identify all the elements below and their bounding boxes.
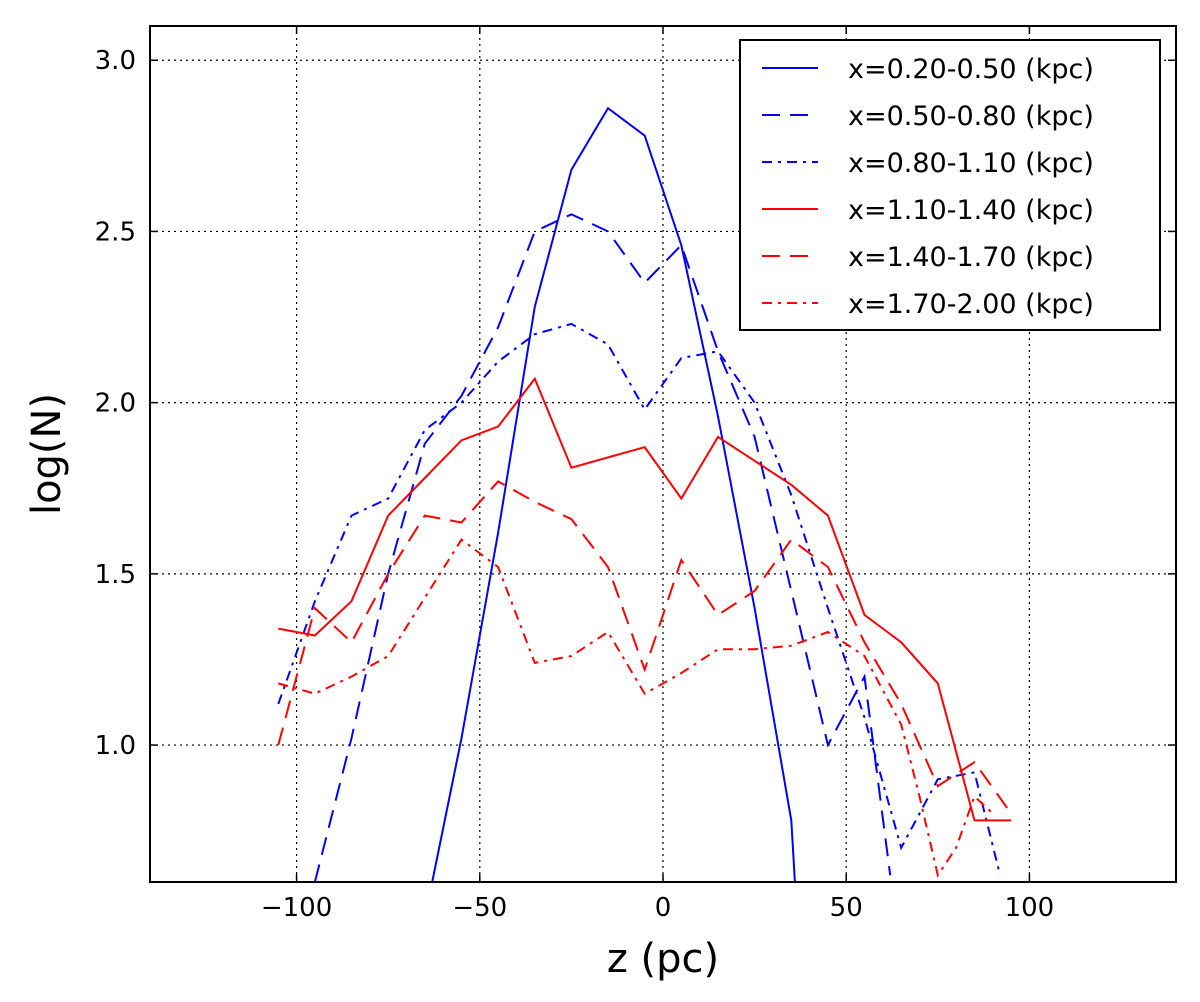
legend-box — [739, 39, 1161, 331]
legend-label-3: x=0.80-1.10 (kpc) — [848, 148, 1094, 179]
y-tick-label: 1.0 — [95, 731, 136, 761]
legend-label-1: x=0.20-0.50 (kpc) — [848, 54, 1094, 85]
series-line-4 — [278, 376, 1012, 822]
series-line-1 — [431, 106, 796, 882]
x-tick-label: 100 — [1005, 893, 1055, 923]
x-tick-label: −100 — [261, 893, 332, 923]
y-tick-label: 2.0 — [95, 389, 136, 419]
x-tick-label: −50 — [452, 893, 507, 923]
y-axis-label: log(N) — [24, 393, 70, 515]
x-tick-label: 50 — [830, 893, 863, 923]
y-tick-label: 1.5 — [95, 560, 136, 590]
legend-label-2: x=0.50-0.80 (kpc) — [848, 101, 1094, 132]
legend-label-6: x=1.70-2.00 (kpc) — [848, 289, 1094, 320]
series-line-3 — [277, 322, 1002, 876]
legend-label-4: x=1.10-1.40 (kpc) — [848, 195, 1094, 226]
series-line-2 — [313, 213, 892, 882]
series-line-6 — [278, 538, 994, 878]
y-tick-label: 2.5 — [95, 217, 136, 247]
legend: x=0.20-0.50 (kpc) x=0.50-0.80 (kpc) x=0.80… — [739, 39, 1161, 331]
x-axis-label: z (pc) — [607, 936, 719, 982]
legend-label-5: x=1.40-1.70 (kpc) — [848, 242, 1094, 273]
series-group — [277, 106, 1012, 882]
x-tick-label: 0 — [655, 893, 672, 923]
ticks: −100 −50 0 50 100 1.0 1.5 2.0 2.5 3.0 — [95, 26, 1176, 923]
series-line-5 — [277, 480, 1012, 815]
y-tick-label: 3.0 — [95, 46, 136, 76]
